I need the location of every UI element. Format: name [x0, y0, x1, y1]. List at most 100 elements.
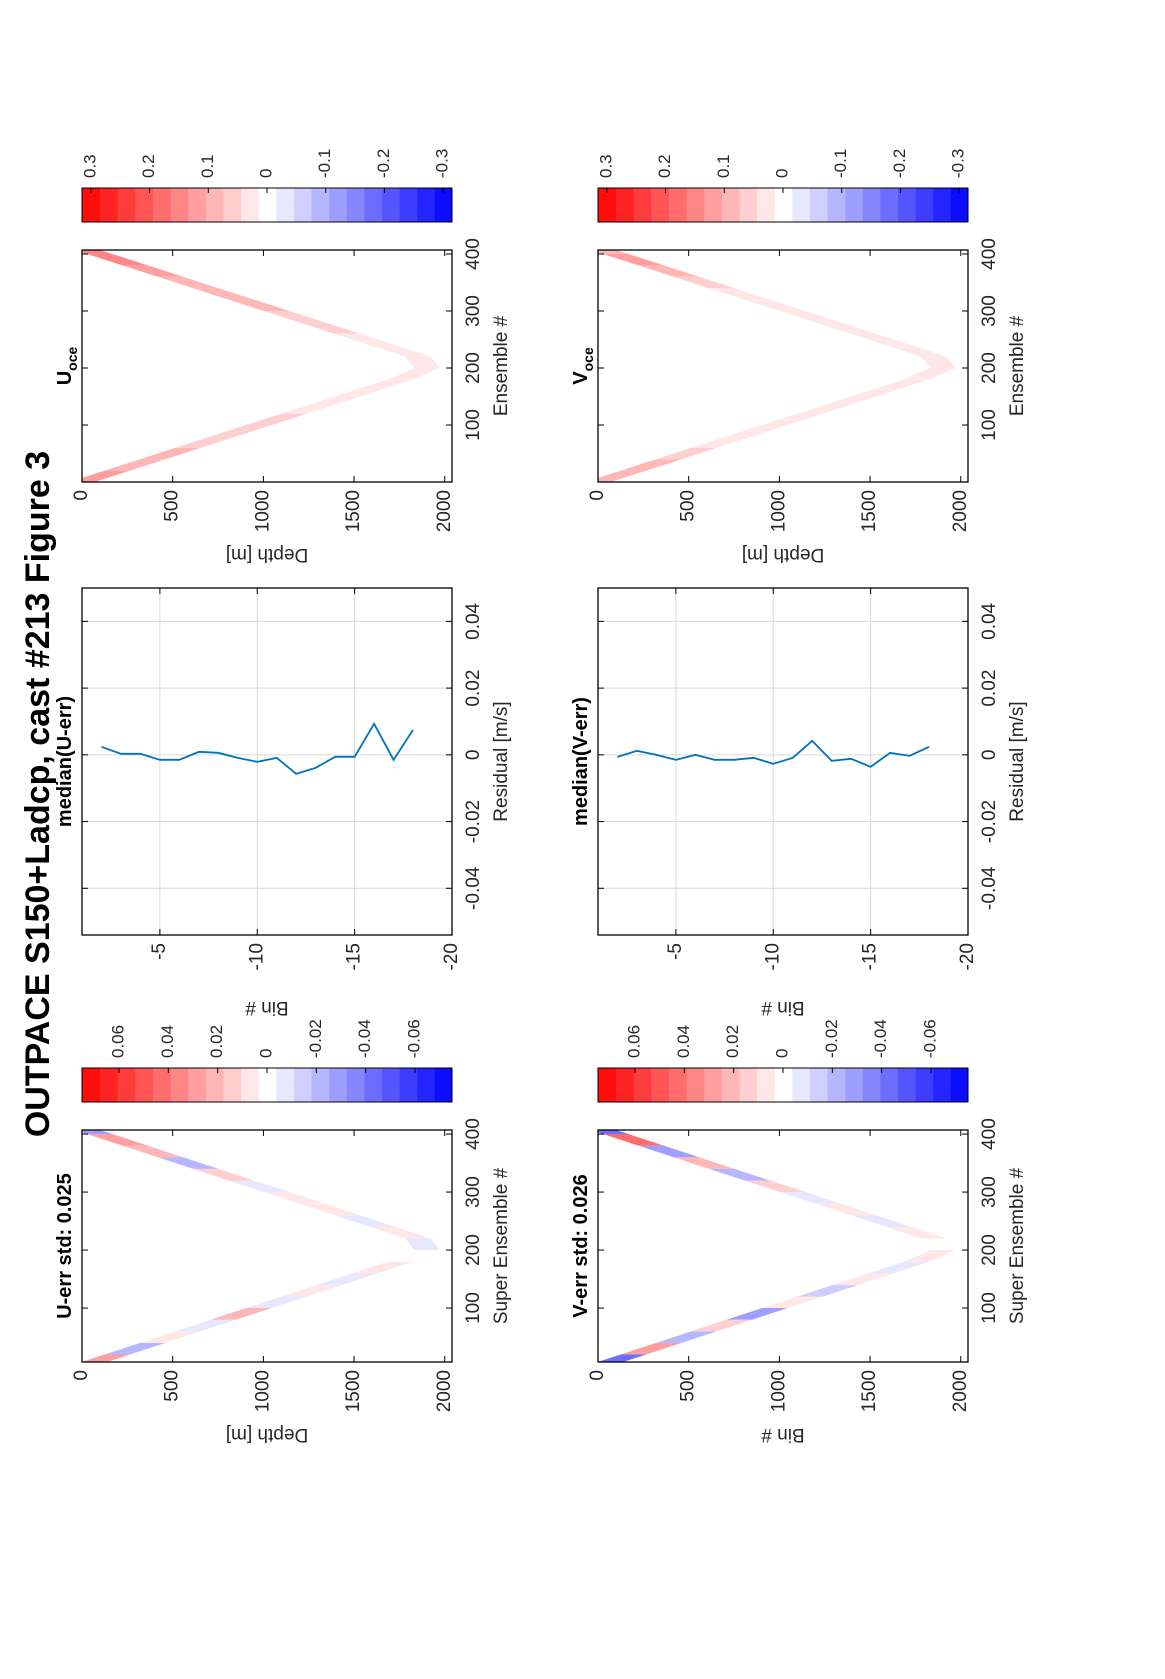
x-tick-label: 0 [463, 750, 484, 761]
colorbar-segment [275, 188, 294, 222]
y-tick-label: -15 [344, 943, 365, 970]
panel: V-err std: 0.026 0.06 0.04 0.02 0 -0.02 -0.04 -… [570, 1019, 1028, 1445]
heatmap-cell [140, 1331, 201, 1343]
heatmap-cell [726, 424, 788, 437]
y-axis-label: Depth [m] [226, 544, 308, 565]
colorbar-segment [703, 1068, 722, 1102]
panel-title-main: V-err std: 0.026 [570, 1174, 592, 1317]
colorbar-segment [950, 1068, 969, 1102]
colorbar-segment [809, 188, 828, 222]
colorbar-segment [615, 1068, 634, 1102]
heatmap-cell [886, 1226, 947, 1239]
y-tick-label: -15 [860, 943, 881, 970]
colorbar-segment [668, 188, 687, 222]
heatmap-cell [316, 1273, 378, 1285]
colorbar-tick-label: 0.2 [655, 154, 674, 178]
panel: U-err std: 0.025 0.06 0.04 0.02 0 -0.02 -0.04 -… [54, 1019, 512, 1445]
colorbar-segment [791, 188, 810, 222]
y-axis-label: Bin # [761, 1424, 805, 1445]
x-axis-label: Ensemble # [491, 315, 512, 416]
colorbar-segment [686, 1068, 705, 1102]
x-tick-label: 200 [979, 1234, 1000, 1266]
heatmap-cell [122, 1145, 184, 1158]
colorbar-segment [738, 1068, 758, 1102]
colorbar-segment [879, 188, 899, 222]
colorbar-segment [703, 188, 722, 222]
heatmap-cell [246, 413, 307, 425]
heatmap-cell [193, 1168, 254, 1181]
colorbar-tick-label: 0.3 [596, 154, 615, 178]
x-tick-label: 0.04 [979, 602, 1000, 639]
y-tick-label: 1500 [859, 1370, 880, 1412]
panel-title: median(U-err) [54, 696, 76, 827]
colorbar-segment [152, 1068, 171, 1102]
colorbar-segment [738, 188, 758, 222]
heatmap-cell [832, 1273, 894, 1285]
colorbar-tick-label: 0 [772, 1049, 791, 1058]
x-tick-label: 300 [979, 295, 1000, 327]
heatmap-cell [299, 1203, 361, 1216]
colorbar-segment [774, 1068, 793, 1102]
y-tick-label: 2000 [434, 490, 455, 532]
axes-box [81, 249, 453, 483]
x-tick-label: 0.02 [463, 670, 484, 707]
colorbar-segment [950, 188, 969, 222]
y-tick-label: 1500 [343, 490, 364, 532]
colorbar-segment [774, 188, 793, 222]
heatmap-cell [744, 1180, 806, 1193]
colorbar-tick-label: -0.04 [355, 1019, 374, 1058]
heatmap-cell [886, 345, 947, 357]
heatmap-cell [921, 356, 956, 368]
x-tick-label: 100 [463, 409, 484, 441]
heatmap-cell [797, 402, 859, 414]
heatmap-cell [405, 356, 440, 368]
heatmap-cell [210, 1308, 272, 1320]
colorbar-segment [416, 188, 435, 222]
panel-title: V-err std: 0.026 [570, 1174, 592, 1317]
heatmap-cell [316, 390, 378, 403]
heatmap-cell [122, 265, 184, 277]
colorbar-tick-label: 0.1 [198, 154, 217, 178]
heatmap-cell [86, 1134, 148, 1146]
axes-box [597, 249, 969, 483]
heatmap-cell [832, 390, 894, 403]
colorbar-segment [117, 188, 136, 222]
heatmap-cell [673, 276, 735, 289]
colorbar-segment [187, 188, 206, 222]
colorbar-segment [381, 1068, 400, 1102]
colorbar-segment [134, 188, 153, 222]
colorbar-segment [844, 1068, 863, 1102]
heatmap-cell [620, 459, 682, 471]
colorbar-segment [170, 1068, 189, 1102]
colorbar-segment [650, 1068, 669, 1102]
colorbar-tick-label: -0.02 [306, 1019, 325, 1058]
colorbar-segment [222, 1068, 242, 1102]
colorbar-segment [721, 188, 740, 222]
y-tick-label: 500 [678, 490, 699, 522]
heatmap-cell [903, 1250, 956, 1262]
panel: Voce 0.3 0.2 0.1 0 -0.1 -0.2 -0.3 100 200 300 400 0 5… [570, 149, 1028, 565]
y-tick-label: -5 [149, 943, 170, 960]
colorbar-tick-label: 0 [256, 169, 275, 178]
colorbar-segment [598, 1068, 617, 1102]
heatmap-cell [193, 288, 254, 300]
colorbar-tick-label: -0.06 [404, 1019, 423, 1058]
panel: median(U-err) -0.04 -0.02 0 0.02 0.04 -5 -10 -15… [54, 587, 512, 1018]
colorbar-tick-label: 0.04 [158, 1025, 177, 1058]
heatmap-cell [780, 1192, 841, 1204]
colorbar-segment [311, 1068, 330, 1102]
panel-title-main: median(V-err) [570, 697, 592, 826]
colorbar-segment [134, 1068, 153, 1102]
heatmap-cell [656, 1331, 717, 1343]
colorbar-tick-label: -0.3 [433, 149, 452, 178]
heatmap-cell [264, 310, 325, 323]
colorbar-segment [932, 1068, 951, 1102]
x-tick-label: 200 [463, 352, 484, 384]
heatmap-cell [299, 322, 361, 334]
panel: Uoce 0.3 0.2 0.1 0 -0.1 -0.2 -0.3 100 200 300 400 0 5… [54, 149, 512, 565]
colorbar-segment [240, 1068, 259, 1102]
heatmap-cell [228, 1180, 290, 1193]
colorbar-segment [82, 188, 101, 222]
colorbar-segment [932, 188, 951, 222]
heatmap-cell [815, 322, 877, 334]
